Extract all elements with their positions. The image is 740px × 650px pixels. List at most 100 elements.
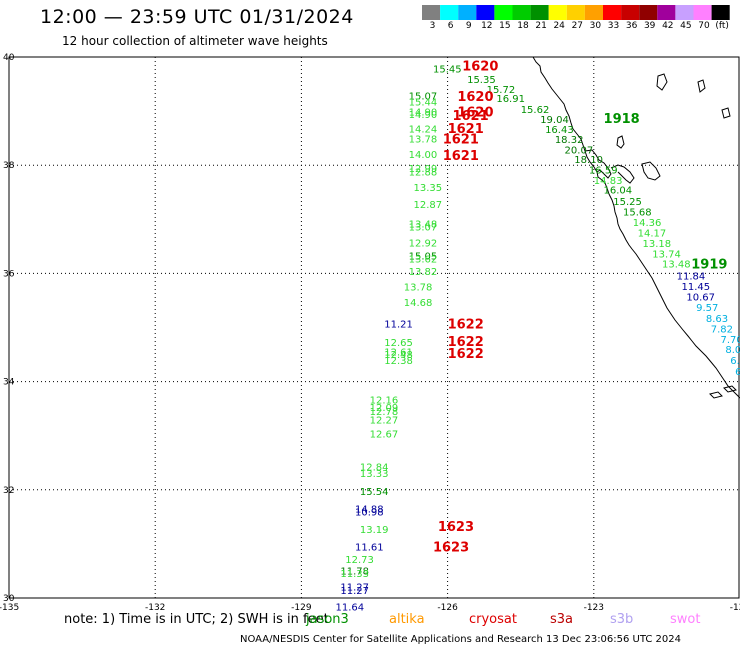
- lon-label: -126: [437, 603, 458, 612]
- axis-labels: 40 38 36 34 32 30-135 -132 -129 -126 -123 -120: [0, 53, 740, 612]
- wave-height-value: 13.07: [409, 222, 438, 233]
- colorbar-swatch: [530, 5, 549, 20]
- wave-height-value: 15.62: [521, 105, 550, 116]
- wave-height-value: 12.84: [360, 463, 389, 474]
- lon-label: -123: [584, 603, 604, 612]
- wave-height-value: 11.64: [336, 603, 365, 612]
- california-coastline: [532, 56, 740, 399]
- wave-height-value: 13.18: [643, 239, 672, 250]
- note-text: note: 1) Time is in UTC; 2) SWH is in fe…: [64, 612, 329, 627]
- pass-number-label: 1919: [691, 258, 727, 273]
- pass-number-label: 1620: [457, 90, 493, 105]
- colorbar-swatch: [458, 5, 477, 20]
- colorbar-label: 27: [571, 21, 584, 31]
- wave-height-value: 11.61: [355, 543, 384, 554]
- channel-islands-a: [709, 391, 723, 399]
- wave-height-value: 20.07: [565, 146, 594, 157]
- colorbar-swatch: [422, 5, 441, 20]
- wave-height-value: 13.62: [409, 254, 438, 265]
- colorbar-swatch: [584, 5, 603, 20]
- wave-height-value: 14.83: [594, 176, 623, 187]
- colorbar-swatch: [639, 5, 658, 20]
- wave-height-value: 7.70: [721, 335, 740, 346]
- lat-label: 40: [3, 53, 15, 63]
- colorbar-swatch: [657, 5, 676, 20]
- colorbar-label: 3: [429, 21, 436, 31]
- wave-height-value: 15.25: [613, 197, 642, 208]
- colorbar-label: 6: [447, 21, 454, 31]
- colorbar-swatch: [512, 5, 531, 20]
- lat-label: 36: [3, 269, 15, 279]
- wave-height-value: 14.24: [409, 124, 438, 135]
- wave-height-value: 12.73: [345, 555, 374, 566]
- colorbar-swatch: [621, 5, 640, 20]
- colorbar-label: 12: [481, 21, 493, 31]
- colorbar-swatch: [711, 5, 730, 20]
- lake-outline: [641, 161, 661, 181]
- footer-credit: NOAA/NESDIS Center for Satellite Applica…: [240, 634, 682, 645]
- wave-height-value: 6.05: [735, 367, 740, 378]
- wave-height-value: 11.27: [340, 583, 369, 594]
- map-subtitle: 12 hour collection of altimeter wave hei…: [62, 34, 328, 48]
- wave-height-value: 12.27: [370, 415, 399, 426]
- colorbar-swatch: [494, 5, 513, 20]
- wave-height-value: 12.65: [384, 338, 413, 349]
- colorbar-labels: 3 6 9 12 15 18 21 24 27 30 33 36 39 42 45 70 (ft): [422, 21, 730, 33]
- colorbar-label: 30: [589, 21, 602, 31]
- wave-height-value: 13.19: [360, 525, 389, 536]
- pass-number-label: 1621: [452, 109, 488, 124]
- wave-height-value: 8.05: [725, 345, 740, 356]
- colorbar-swatch: [566, 5, 585, 20]
- wave-height-value: 13.48: [662, 260, 691, 271]
- pass-number-label: 1622: [448, 318, 484, 333]
- delta-outline: [610, 164, 635, 184]
- lat-lon-grid: [8, 56, 740, 599]
- colorbar-swatch: [675, 5, 694, 20]
- pass-number-label: 1918: [604, 112, 640, 127]
- wave-height-value: 15.68: [623, 208, 652, 219]
- colorbar-label: 70: [698, 21, 710, 31]
- pass-number-label: 1620: [457, 106, 493, 121]
- wave-height-value: 19.04: [540, 115, 569, 126]
- colorbar-label: 36: [625, 21, 638, 31]
- colorbar-label: 18: [517, 21, 529, 31]
- colorbar-label: 42: [662, 21, 674, 31]
- wave-height-value: 13.82: [409, 267, 438, 278]
- lat-label: 32: [3, 486, 14, 496]
- wave-height-value: 13.33: [360, 469, 389, 480]
- wave-height-value: 13.78: [409, 135, 438, 146]
- lat-label: 34: [3, 378, 15, 388]
- wave-height-value: 16.91: [496, 94, 525, 105]
- wave-height-value: 10.98: [355, 507, 384, 518]
- wave-height-value: 12.16: [370, 395, 399, 406]
- wave-height-value: 13.78: [404, 282, 433, 293]
- colorbar-label: 21: [535, 21, 547, 31]
- colorbar-label: 15: [499, 21, 511, 31]
- wave-height-value: 15.44: [409, 97, 438, 108]
- mono-lake-outline: [721, 107, 731, 119]
- pass-number-label: 1620: [462, 60, 498, 75]
- wave-height-value: 15.45: [433, 64, 462, 75]
- lon-label: -135: [0, 603, 19, 612]
- wave-height-value: 6.82: [730, 356, 740, 367]
- wave-height-value: 12.09: [370, 403, 399, 414]
- wave-height-value: 11.45: [682, 282, 711, 293]
- legend-altika: altika: [389, 612, 425, 627]
- wave-height-value: 15.05: [409, 252, 438, 263]
- reservoir-outline: [616, 135, 625, 149]
- lake-tahoe-outline: [656, 73, 668, 91]
- wave-height-value: 14.90: [409, 108, 438, 119]
- colorbar-label: 24: [553, 21, 565, 31]
- colorbar-swatch: [548, 5, 567, 20]
- lon-label: -129: [291, 603, 312, 612]
- wave-height-value: 18.10: [574, 155, 603, 166]
- wave-height-value: 12.48: [384, 350, 413, 361]
- wave-height-value: 15.72: [487, 85, 516, 96]
- wave-height-value: 14.17: [638, 228, 667, 239]
- lat-label: 30: [3, 594, 15, 604]
- pass-number-label: 1623: [438, 520, 474, 535]
- shasta-outline: [697, 79, 706, 93]
